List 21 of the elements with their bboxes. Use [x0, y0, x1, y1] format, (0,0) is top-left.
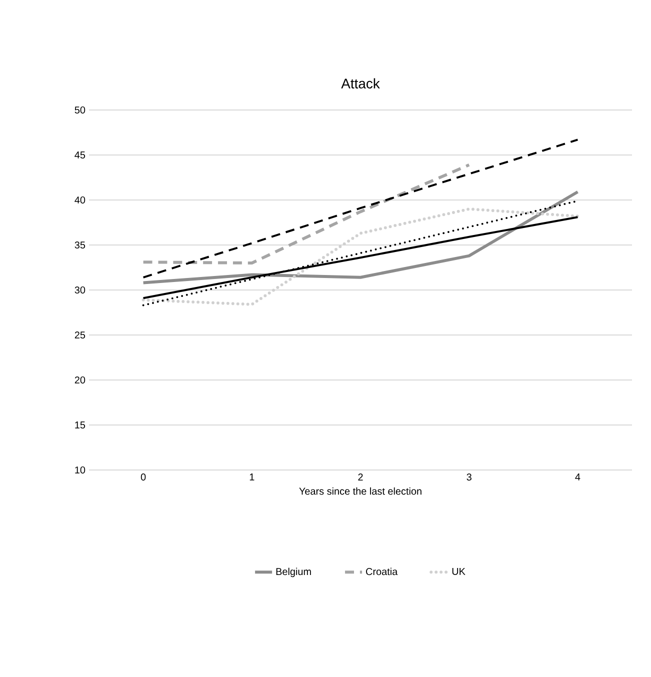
x-tick-label: 0 — [140, 474, 146, 481]
y-tick-label: 10 — [75, 466, 86, 474]
line-series — [142, 190, 580, 284]
line-series — [142, 163, 471, 264]
x-tick-label: 3 — [466, 474, 472, 481]
y-tick-label: 50 — [74, 106, 86, 114]
legend-label: UK — [452, 568, 466, 575]
y-tick-label: 40 — [74, 196, 86, 204]
y-tick-label: 30 — [74, 286, 86, 294]
y-tick-label: 25 — [74, 331, 86, 339]
legend-label: Croatia — [366, 568, 398, 576]
y-tick-label: 35 — [74, 241, 86, 249]
y-tick-label: 45 — [74, 152, 86, 158]
x-tick-label: 2 — [358, 474, 363, 480]
x-tick-label: 4 — [575, 474, 580, 480]
y-tick-label: 20 — [74, 376, 86, 384]
x-axis-title: Years since the last election — [299, 487, 422, 495]
y-tick-label: 15 — [75, 422, 86, 428]
x-tick-label: 1 — [250, 474, 254, 480]
legend-label: Belgium — [276, 568, 311, 578]
chart-title: Attack — [341, 78, 380, 89]
